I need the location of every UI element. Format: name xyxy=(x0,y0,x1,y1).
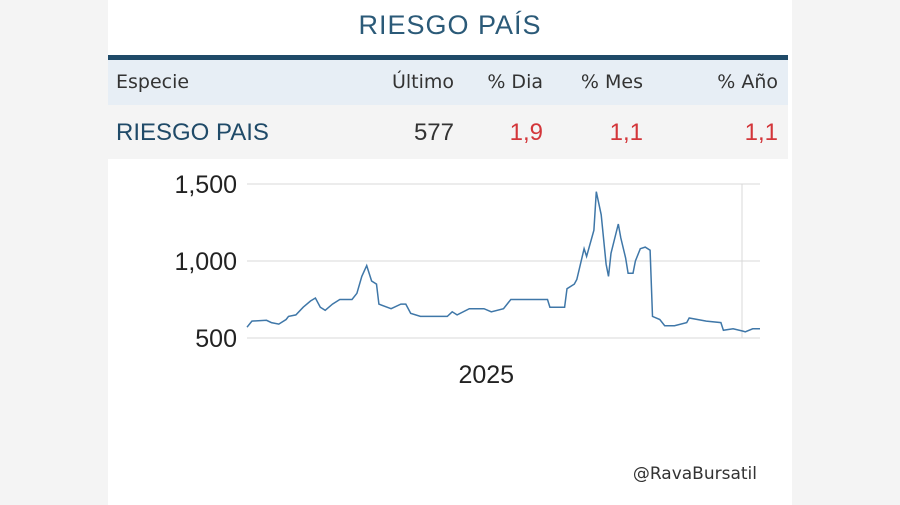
cell-anio: 1,1 xyxy=(744,119,778,146)
credit: @RavaBursatil xyxy=(632,464,757,484)
page-title: RIESGO PAÍS xyxy=(358,10,542,40)
y-tick-label: 1,000 xyxy=(174,248,237,276)
y-tick-label: 1,500 xyxy=(174,171,237,199)
table-row[interactable]: RIESGO PAIS 577 1,9 1,1 1,1 xyxy=(108,105,788,159)
cell-mes: 1,1 xyxy=(609,119,643,146)
header-dia: % Dia xyxy=(487,71,543,93)
table-header: Especie Último % Dia % Mes % Año xyxy=(108,60,788,105)
cell-ultimo: 577 xyxy=(413,119,454,146)
x-tick-label: 2025 xyxy=(458,361,514,389)
series-line xyxy=(246,191,760,333)
y-tick-label: 500 xyxy=(195,325,237,353)
riesgo-pais-card: RIESGO PAÍS Especie Último % Dia % Mes %… xyxy=(108,0,792,505)
cell-especie: RIESGO PAIS xyxy=(116,119,269,146)
cell-dia: 1,9 xyxy=(509,119,543,146)
header-mes: % Mes xyxy=(580,71,643,93)
title-divider xyxy=(108,55,788,60)
header-ultimo: Último xyxy=(391,71,454,93)
header-especie: Especie xyxy=(116,71,190,93)
header-anio: % Año xyxy=(717,71,778,93)
